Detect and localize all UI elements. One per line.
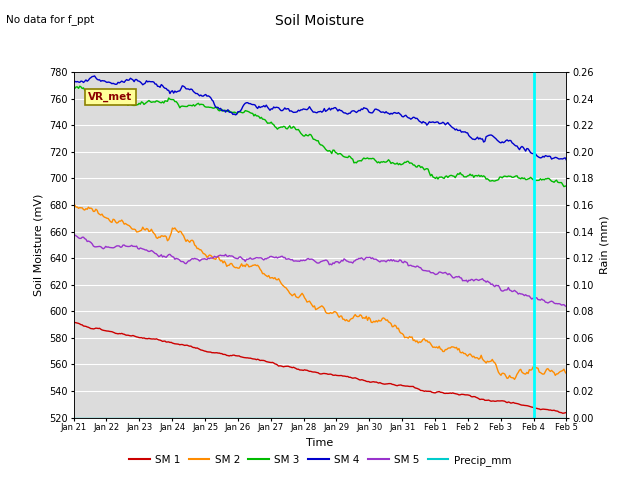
Y-axis label: Soil Moisture (mV): Soil Moisture (mV)	[34, 193, 44, 296]
Y-axis label: Rain (mm): Rain (mm)	[599, 216, 609, 274]
Text: VR_met: VR_met	[88, 92, 132, 102]
Text: No data for f_ppt: No data for f_ppt	[6, 14, 95, 25]
X-axis label: Time: Time	[307, 438, 333, 448]
Legend: SM 1, SM 2, SM 3, SM 4, SM 5, Precip_mm: SM 1, SM 2, SM 3, SM 4, SM 5, Precip_mm	[125, 451, 515, 470]
Text: Soil Moisture: Soil Moisture	[275, 14, 365, 28]
